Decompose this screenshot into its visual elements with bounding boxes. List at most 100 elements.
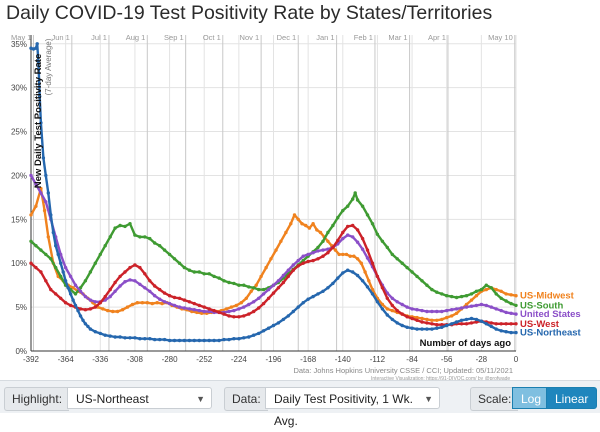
data-point xyxy=(474,294,479,298)
data-point xyxy=(499,289,503,293)
data-point xyxy=(237,283,241,287)
data-point xyxy=(375,274,380,279)
data-point xyxy=(331,223,335,228)
data-point xyxy=(291,263,295,267)
series-label: US-South xyxy=(520,300,563,311)
data-point xyxy=(192,308,196,312)
data-point xyxy=(380,239,385,243)
data-point xyxy=(39,248,43,252)
data-point xyxy=(355,198,360,202)
data-point xyxy=(143,272,147,276)
data-point xyxy=(289,222,293,226)
data-point xyxy=(351,223,355,228)
data-point xyxy=(296,264,300,268)
y-tick-label: 10% xyxy=(11,259,27,268)
x-tick-label: -224 xyxy=(231,355,248,364)
data-point xyxy=(49,213,53,217)
data-point xyxy=(499,296,503,300)
data-point xyxy=(73,303,78,308)
data-point xyxy=(227,337,231,342)
data-point xyxy=(276,279,281,283)
data-point xyxy=(410,326,414,330)
data-point xyxy=(484,287,488,292)
data-point xyxy=(291,309,295,314)
data-point xyxy=(138,235,142,239)
x-tick-label: -308 xyxy=(127,355,144,364)
x-tick-label: -168 xyxy=(300,355,317,364)
data-point xyxy=(207,338,211,343)
data-point xyxy=(380,302,385,307)
data-point xyxy=(135,301,140,305)
data-point xyxy=(509,311,513,315)
data-point xyxy=(370,287,375,292)
scale-linear-button[interactable]: Linear xyxy=(546,387,598,409)
data-point xyxy=(249,289,253,293)
data-point xyxy=(351,197,355,201)
data-point xyxy=(138,282,142,286)
data-point xyxy=(192,301,196,306)
data-point xyxy=(464,294,469,298)
x-tick-label: -252 xyxy=(196,355,213,364)
data-point xyxy=(44,252,48,257)
data-point xyxy=(321,239,325,243)
data-point xyxy=(365,285,370,289)
data-select[interactable]: Daily Test Positivity, 1 Wk. Avg. ▼ xyxy=(265,387,440,428)
data-point xyxy=(83,294,88,299)
x-tick-label: -112 xyxy=(370,355,386,364)
chevron-down-icon: ▼ xyxy=(424,394,433,404)
data-point xyxy=(454,307,459,311)
data-point xyxy=(284,230,288,235)
data-point xyxy=(326,286,330,290)
data-point xyxy=(395,257,399,261)
data-point xyxy=(504,310,508,315)
data-point xyxy=(54,292,58,296)
data-point xyxy=(346,233,350,237)
data-point xyxy=(212,338,216,343)
data-point xyxy=(365,213,370,217)
data-point xyxy=(425,309,429,314)
scale-log-button[interactable]: Log xyxy=(512,387,551,409)
data-point xyxy=(123,336,127,340)
data-point xyxy=(464,302,469,307)
highlight-select[interactable]: US-Northeast ▼ xyxy=(67,387,212,409)
data-point xyxy=(355,228,360,232)
data-point xyxy=(440,309,444,314)
data-point xyxy=(375,232,380,236)
data-point xyxy=(400,261,404,265)
data-point xyxy=(63,279,68,283)
data-point xyxy=(59,296,63,300)
data-point xyxy=(81,318,85,322)
data-point xyxy=(252,309,256,314)
x-tick-label: -84 xyxy=(406,355,418,364)
data-point xyxy=(172,295,177,300)
data-point xyxy=(172,257,177,261)
data-point xyxy=(479,287,484,292)
data-point xyxy=(207,272,211,276)
data-point xyxy=(227,309,231,314)
data-point xyxy=(108,334,112,338)
data-point xyxy=(316,292,320,296)
data-point xyxy=(162,248,167,252)
data-point xyxy=(454,295,459,300)
data-point xyxy=(244,296,248,300)
month-label: Oct 1 xyxy=(203,33,221,42)
data-point xyxy=(344,252,349,257)
data-point xyxy=(370,222,375,226)
data-point xyxy=(300,222,304,226)
data-point xyxy=(36,59,41,63)
data-point xyxy=(425,321,429,325)
data-point xyxy=(123,280,127,284)
data-point xyxy=(39,121,43,125)
data-point xyxy=(494,307,498,311)
data-point xyxy=(390,308,394,313)
data-point xyxy=(435,326,439,330)
data-point xyxy=(410,270,414,274)
data-point xyxy=(177,305,182,309)
data-point xyxy=(49,257,53,261)
data-point xyxy=(395,300,399,304)
data-point xyxy=(380,286,385,290)
data-point xyxy=(41,156,46,160)
data-point xyxy=(115,309,120,314)
data-point xyxy=(385,307,389,311)
data-point xyxy=(494,327,498,331)
